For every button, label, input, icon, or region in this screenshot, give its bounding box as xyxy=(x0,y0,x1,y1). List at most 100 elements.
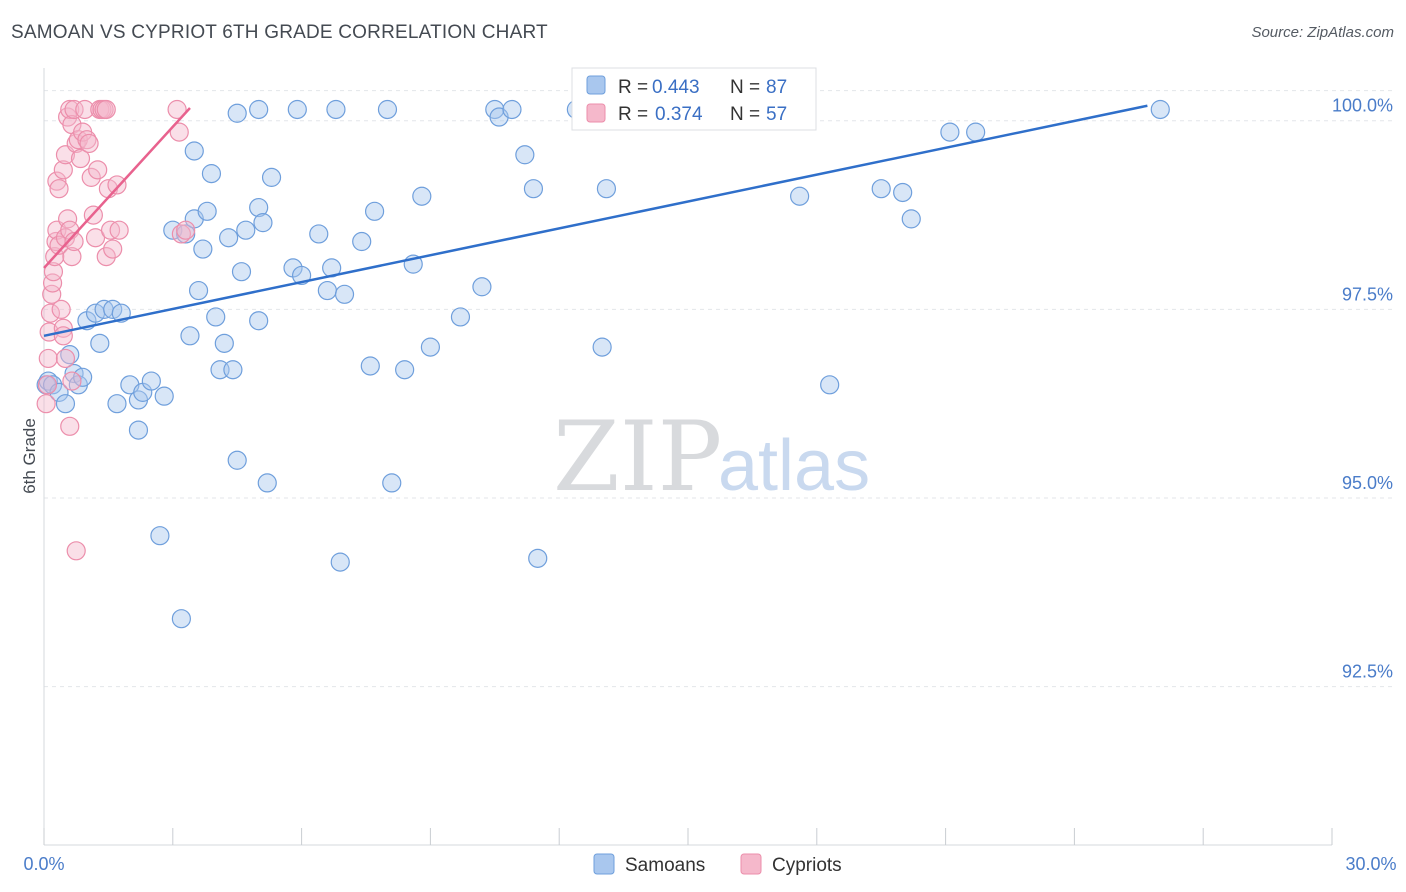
cypriots-point xyxy=(36,394,56,414)
x-tick-label-min: 0.0% xyxy=(23,854,64,874)
samoans-point xyxy=(360,356,380,376)
samoans-point xyxy=(249,99,269,120)
samoans-point xyxy=(940,122,960,142)
x-tick-label-max: 30.0% xyxy=(1345,854,1396,874)
legend-cypriots-n-label: N = xyxy=(730,104,760,125)
samoans-point xyxy=(309,224,329,244)
samoans-point xyxy=(966,122,986,142)
y-axis-tick-labels: 92.5% 95.0% 97.5% 100.0% xyxy=(1332,96,1393,682)
samoans-point xyxy=(893,182,913,203)
samoans-point xyxy=(515,145,535,165)
samoans-point xyxy=(592,337,612,357)
samoans-point xyxy=(412,186,432,206)
cypriots-point xyxy=(66,541,86,561)
source-label: Source: ZipAtlas.com xyxy=(1251,24,1394,41)
chart-title: SAMOAN VS CYPRIOT 6TH GRADE CORRELATION … xyxy=(11,22,548,43)
y-tick-label: 92.5% xyxy=(1342,661,1393,681)
samoans-point xyxy=(141,371,161,391)
cypriots-point xyxy=(62,371,82,391)
cypriots-point xyxy=(47,171,67,191)
samoans-point xyxy=(528,548,548,568)
samoans-point xyxy=(90,333,110,353)
bottom-legend-cypriots: Cypriots xyxy=(772,855,842,876)
samoans-point xyxy=(326,99,346,120)
samoans-point xyxy=(395,360,415,380)
bottom-legend: Samoans Cypriots xyxy=(593,853,842,876)
samoans-point xyxy=(472,277,492,297)
cypriots-point xyxy=(96,99,116,120)
cypriots-point xyxy=(167,99,187,120)
samoans-point xyxy=(450,307,471,327)
legend-cypriots-r-value: 0.374 xyxy=(655,104,703,125)
cypriots-point xyxy=(60,416,80,436)
cypriots-points xyxy=(36,99,196,561)
samoans-point xyxy=(171,609,191,629)
cypriots-point xyxy=(40,303,61,323)
samoans-point xyxy=(73,367,93,387)
samoans-point xyxy=(180,326,200,346)
legend-swatch-samoans xyxy=(586,75,606,95)
bottom-legend-swatch-cypriots xyxy=(740,853,762,875)
samoans-point xyxy=(227,103,247,123)
cypriots-point xyxy=(79,133,99,154)
y-tick-label: 95.0% xyxy=(1342,473,1393,493)
cypriots-trend-line xyxy=(43,107,191,269)
cypriots-point xyxy=(75,99,95,120)
samoans-point xyxy=(214,333,234,353)
watermark-zip: ZIP xyxy=(553,401,722,513)
legend-cypriots-r-label: R = xyxy=(618,104,648,125)
samoans-point xyxy=(377,99,398,120)
cypriots-point xyxy=(107,175,127,195)
legend-samoans-r-value: 0.443 xyxy=(652,77,700,98)
legend-box: R = 0.443 N = 87 R = 0.374 N = 57 xyxy=(571,67,817,131)
cypriots-point xyxy=(169,122,189,142)
samoans-point xyxy=(249,197,269,218)
cypriots-point xyxy=(51,299,71,319)
legend-samoans-n-value: 87 xyxy=(766,77,787,98)
cypriots-point xyxy=(55,348,76,369)
samoans-point xyxy=(790,186,810,206)
samoans-point xyxy=(219,228,239,248)
samoans-point xyxy=(257,473,277,493)
samoans-point xyxy=(128,420,149,440)
cypriots-point xyxy=(85,228,106,248)
cypriots-point xyxy=(176,220,196,240)
cypriots-point xyxy=(38,348,58,369)
samoans-point xyxy=(150,526,170,546)
samoans-trend-line xyxy=(43,104,1148,338)
samoans-point xyxy=(253,213,273,233)
gridlines xyxy=(44,90,1392,688)
samoans-point xyxy=(287,99,307,120)
samoans-point xyxy=(1150,99,1170,120)
cypriots-point xyxy=(88,160,108,180)
legend-samoans-r-label: R = xyxy=(618,77,648,98)
samoans-point xyxy=(352,231,372,252)
samoans-point xyxy=(330,552,350,572)
samoans-point xyxy=(49,382,69,402)
y-tick-label: 100.0% xyxy=(1332,96,1393,116)
samoans-point xyxy=(523,179,544,199)
samoans-point xyxy=(236,220,256,240)
samoans-point xyxy=(206,307,226,327)
cypriots-point xyxy=(62,246,82,267)
cypriots-point xyxy=(37,375,58,395)
cypriots-point xyxy=(81,167,101,187)
samoans-point xyxy=(55,394,76,414)
samoans-point xyxy=(871,179,891,199)
samoans-point xyxy=(382,473,402,493)
samoans-point xyxy=(193,239,213,259)
cypriots-point xyxy=(64,99,84,120)
y-tick-label: 97.5% xyxy=(1342,284,1393,304)
cypriots-point xyxy=(53,160,73,180)
samoans-point xyxy=(184,141,204,161)
samoans-point xyxy=(223,360,243,380)
cypriots-point xyxy=(96,246,116,267)
samoans-point xyxy=(201,164,222,184)
samoans-point xyxy=(107,394,127,414)
samoans-point xyxy=(364,201,385,221)
samoans-point xyxy=(261,167,282,187)
cypriots-point xyxy=(43,262,64,282)
samoans-point xyxy=(227,450,247,470)
samoans-point xyxy=(42,375,63,395)
